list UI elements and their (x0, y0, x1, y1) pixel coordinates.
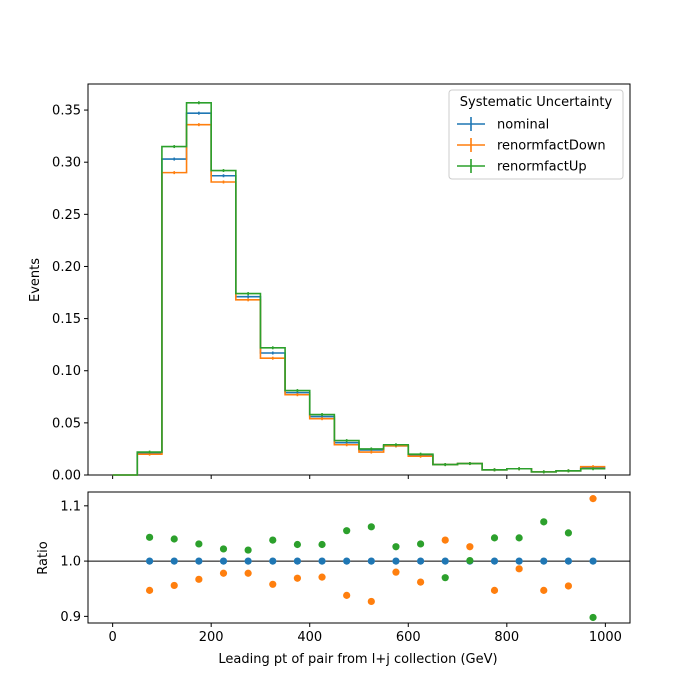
ratio-point-renormfactUp (293, 540, 302, 549)
ratio-point-renormfactUp (392, 543, 400, 551)
ratio-y-axis-label: Ratio (36, 541, 51, 574)
ratio-y-tick-label: 0.9 (60, 610, 81, 625)
ratio-point-nominal (367, 557, 375, 565)
ratio-x-ticks: 0 200 400 600 800 1000 (108, 623, 622, 645)
ratio-point-nominal (515, 557, 523, 565)
x-tick-label: 400 (297, 630, 322, 645)
legend-label-renormfactUp: renormfactUp (497, 160, 587, 175)
ratio-point-nominal (589, 557, 597, 565)
ratio-point-renormfactDown (269, 580, 277, 588)
main-y-tick-label: 0.05 (52, 416, 81, 431)
main-x-ticks (112, 475, 606, 479)
ratio-point-renormfactDown (540, 586, 548, 594)
ratio-point-renormfactUp (318, 540, 326, 549)
ratio-point-renormfactUp (564, 529, 573, 537)
ratio-point-nominal (392, 557, 400, 565)
ratio-y-ticks: 0.9 1.0 1.1 (60, 499, 88, 625)
ratio-point-renormfactDown (466, 543, 474, 551)
x-tick-label: 800 (494, 630, 519, 645)
ratio-point-renormfactDown (367, 597, 375, 606)
ratio-point-nominal (564, 557, 573, 565)
ratio-point-renormfactDown (564, 582, 573, 590)
x-axis-label: Leading pt of pair from l+j collection (… (218, 652, 497, 667)
ratio-point-nominal (269, 557, 277, 565)
x-tick-label: 600 (396, 630, 421, 645)
x-tick-label: 200 (199, 630, 224, 645)
ratio-point-nominal (293, 557, 302, 565)
ratio-points (145, 495, 597, 622)
ratio-point-nominal (318, 557, 326, 565)
main-y-tick-label: 0.00 (52, 469, 81, 484)
main-y-tick-label: 0.20 (52, 260, 81, 275)
ratio-point-nominal (416, 557, 425, 565)
main-y-ticks: 0.00 0.05 0.10 0.15 0.20 0.25 0.30 0.35 (52, 104, 88, 484)
legend-label-nominal: nominal (497, 118, 549, 133)
ratio-point-renormfactUp (343, 527, 351, 535)
x-tick-label: 1000 (589, 630, 622, 645)
main-y-tick-label: 0.35 (52, 104, 81, 119)
legend-entries: nominal renormfactDown renormfactUp (457, 117, 606, 175)
ratio-point-nominal (441, 557, 449, 565)
ratio-point-renormfactUp (170, 535, 178, 543)
ratio-point-renormfactDown (589, 495, 597, 503)
ratio-point-nominal (540, 557, 548, 565)
ratio-point-renormfactUp (515, 534, 523, 542)
ratio-point-renormfactDown (244, 569, 252, 577)
ratio-point-nominal (490, 557, 499, 565)
ratio-point-renormfactDown (416, 578, 425, 586)
ratio-point-renormfactUp (441, 574, 449, 582)
ratio-point-renormfactDown (195, 575, 203, 583)
ratio-point-renormfactDown (318, 573, 326, 581)
ratio-point-nominal (244, 557, 252, 565)
ratio-point-nominal (195, 557, 203, 565)
ratio-point-renormfactDown (490, 586, 499, 594)
ratio-point-renormfactDown (293, 574, 302, 582)
ratio-point-renormfactDown (170, 581, 178, 590)
main-plot-frame (87, 83, 631, 476)
ratio-point-nominal (219, 557, 228, 565)
main-y-axis-label: Events (28, 258, 43, 302)
ratio-point-renormfactUp (244, 546, 252, 554)
ratio-point-renormfactUp (589, 613, 597, 622)
ratio-point-renormfactUp (145, 533, 154, 541)
ratio-point-renormfactUp (367, 523, 375, 531)
legend-title: Systematic Uncertainty (460, 95, 613, 110)
ratio-point-renormfactUp (416, 540, 425, 548)
ratio-point-renormfactUp (540, 518, 548, 526)
legend: Systematic Uncertainty nominal renormfact… (448, 89, 624, 180)
ratio-point-renormfactUp (219, 545, 228, 553)
main-histograms (112, 101, 606, 476)
ratio-y-tick-label: 1.0 (60, 555, 81, 570)
ratio-point-renormfactUp (466, 556, 474, 565)
x-tick-label: 0 (108, 630, 116, 645)
main-y-tick-label: 0.15 (52, 312, 81, 327)
ratio-point-renormfactDown (392, 568, 400, 576)
ratio-y-tick-label: 1.1 (60, 499, 81, 514)
ratio-panel: 0.9 1.0 1.1 0 200 400 600 800 1000 Ratio Leadin… (36, 491, 631, 667)
ratio-point-renormfactDown (219, 569, 228, 577)
ratio-point-renormfactUp (269, 536, 277, 544)
legend-label-renormfactDown: renormfactDown (497, 139, 606, 154)
ratio-point-renormfactDown (441, 536, 449, 544)
ratio-plot-frame (87, 491, 631, 624)
ratio-point-nominal (170, 557, 178, 565)
main-y-tick-label: 0.30 (52, 156, 81, 171)
main-panel: 0.000.050.100.150.200.250.300.35 Events … (28, 83, 631, 484)
ratio-point-renormfactUp (490, 534, 499, 542)
ratio-point-renormfactDown (515, 565, 523, 573)
main-y-tick-label: 0.10 (52, 364, 81, 379)
legend-box (448, 89, 624, 180)
ratio-point-renormfactDown (145, 586, 154, 594)
ratio-point-nominal (343, 557, 351, 565)
main-y-tick-label: 0.25 (52, 208, 81, 223)
ratio-point-renormfactUp (195, 540, 203, 548)
ratio-point-renormfactDown (343, 591, 351, 599)
ratio-point-nominal (145, 557, 154, 565)
